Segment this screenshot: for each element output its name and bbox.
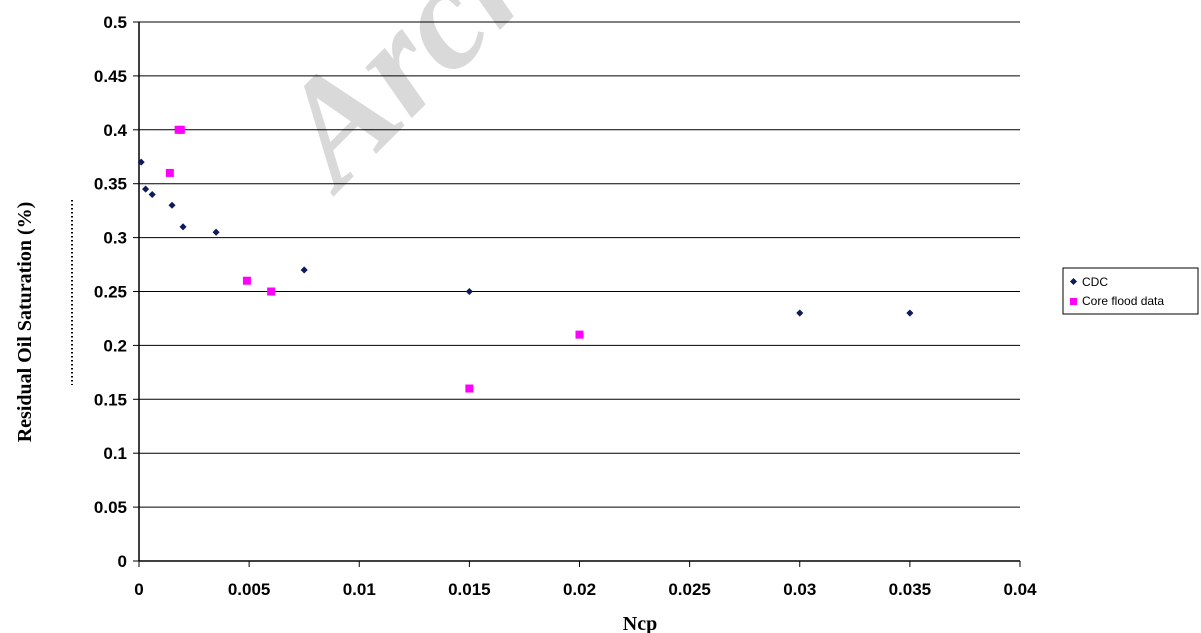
y-tick-label: 0 bbox=[118, 552, 127, 571]
cdc-point bbox=[142, 185, 150, 193]
cdc-point bbox=[168, 201, 176, 209]
y-tick-label: 0.25 bbox=[94, 283, 127, 302]
core-flood-point bbox=[242, 276, 251, 285]
legend-marker-core-flood bbox=[1070, 298, 1077, 305]
legend: CDC Core flood data bbox=[1062, 267, 1199, 315]
axes bbox=[133, 21, 1021, 567]
x-tick-label: 0.035 bbox=[889, 580, 932, 599]
legend-box bbox=[1062, 267, 1199, 315]
x-tick-label: 0.04 bbox=[1003, 580, 1037, 599]
cdc-point bbox=[179, 223, 187, 231]
cdc-point bbox=[148, 190, 156, 199]
cdc-point bbox=[300, 266, 308, 274]
y-tick-label: 0.05 bbox=[94, 498, 127, 517]
y-tick-label: 0.15 bbox=[94, 390, 127, 409]
x-tick-label: 0 bbox=[134, 580, 143, 599]
y-tick-label: 0.45 bbox=[94, 67, 127, 86]
y-tick-label: 0.3 bbox=[103, 229, 127, 248]
gridlines bbox=[139, 21, 1020, 508]
x-tick-label: 0.015 bbox=[448, 580, 491, 599]
data-points bbox=[137, 125, 914, 393]
x-tick-label: 0.005 bbox=[228, 580, 271, 599]
x-tick-label: 0.01 bbox=[343, 580, 376, 599]
cdc-point bbox=[465, 287, 473, 296]
x-tick-label: 0.02 bbox=[563, 580, 596, 599]
y-tick-label: 0.5 bbox=[103, 13, 127, 32]
cdc-point bbox=[796, 309, 804, 317]
cdc-point bbox=[137, 158, 145, 166]
y-tick-label: 0.35 bbox=[94, 175, 127, 194]
y-tick-label: 0.1 bbox=[103, 444, 127, 463]
core-flood-point bbox=[176, 125, 185, 134]
legend-label-core-flood: Core flood data bbox=[1082, 294, 1164, 308]
core-flood-point bbox=[165, 168, 174, 177]
x-tick-labels: 0 0.005 0.01 0.015 0.02 0.025 0.03 0.035 0.04 bbox=[134, 580, 1037, 599]
y-tick-labels: 0 0.05 0.1 0.15 0.2 0.25 0.3 0.35 0.4 0.45 0.5 bbox=[94, 13, 128, 571]
x-tick-label: 0.03 bbox=[783, 580, 816, 599]
x-axis-title: Ncp bbox=[623, 613, 657, 633]
y-tick-label: 0.2 bbox=[103, 336, 127, 355]
y-tick-label: 0.4 bbox=[103, 121, 127, 140]
core-flood-point bbox=[267, 287, 276, 296]
core-flood-point bbox=[465, 384, 474, 393]
x-tick-label: 0.025 bbox=[668, 580, 711, 599]
core-flood-point bbox=[575, 330, 584, 339]
cdc-point bbox=[906, 309, 914, 317]
y-axis-title: Residual Oil Saturation (%) bbox=[14, 202, 36, 443]
legend-label-cdc: CDC bbox=[1082, 275, 1108, 289]
watermark-text: Archi bbox=[239, 0, 610, 220]
cdc-point bbox=[212, 228, 220, 236]
